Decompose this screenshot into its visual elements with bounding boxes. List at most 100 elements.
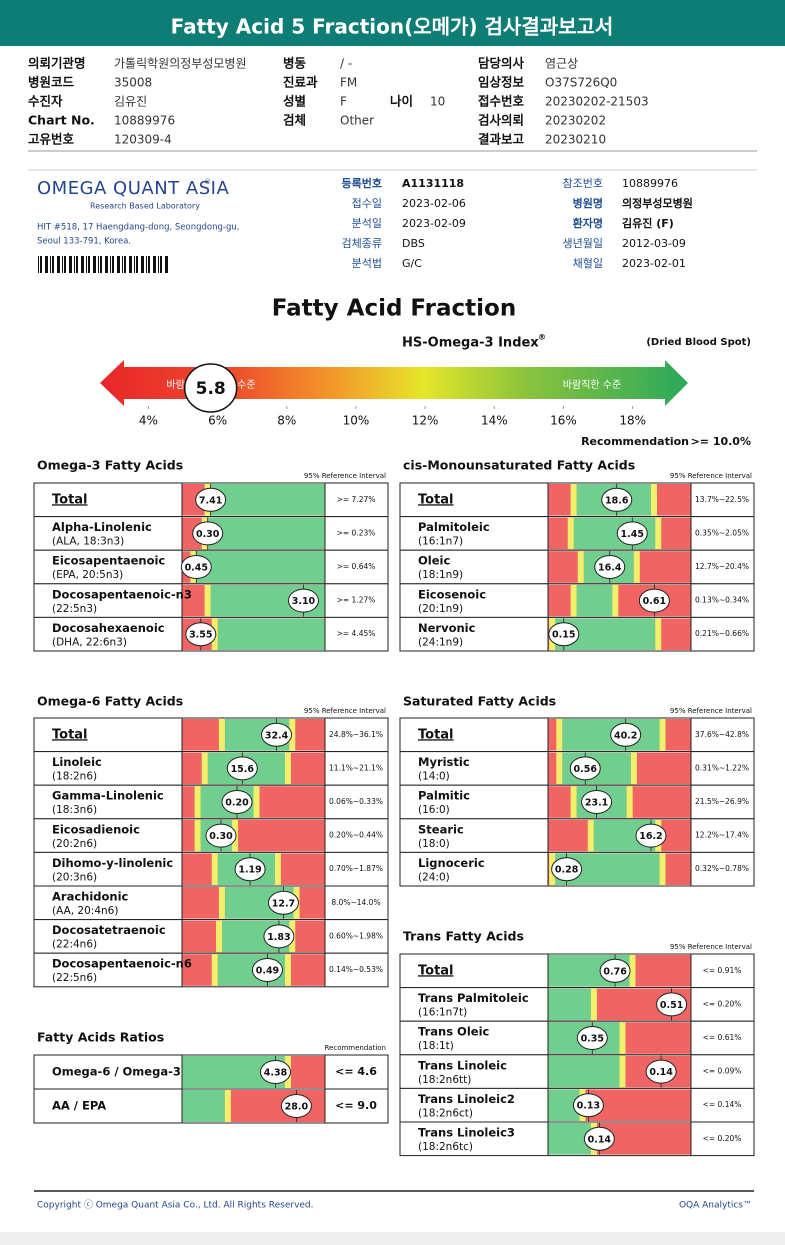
row-sub: (20:3n6) (52, 871, 97, 883)
lab-field-label: 검체종류 (342, 237, 382, 250)
row-name: Eicosenoic (418, 587, 486, 601)
lab-field-label: 생년월일 (563, 236, 603, 250)
row-name: Dihomo-y-linolenic (52, 856, 173, 870)
row-sub: (20:1n9) (418, 603, 463, 615)
row-name: Docosapentaenoic-n6 (52, 957, 192, 971)
barcode-bar (62, 256, 63, 273)
row-sub: (18:2n6ct) (418, 1107, 473, 1119)
row-ref: 24.8%~36.1% (329, 730, 383, 739)
info-label: 병동 (283, 56, 307, 71)
row-name: Total (52, 492, 88, 507)
info-value: FM (340, 76, 357, 90)
value-marker (195, 487, 227, 512)
barcode (38, 256, 168, 273)
value-marker (656, 992, 688, 1017)
row-name: Myristic (418, 755, 470, 769)
value-marker (583, 1126, 615, 1151)
row-ref: 0.60%~1.98% (329, 931, 383, 940)
bar-zone (289, 719, 296, 751)
info-value: / - (340, 57, 352, 71)
row-ref: <= 0.61% (703, 1033, 742, 1042)
barcode-bar (117, 256, 120, 273)
barcode-bar (112, 256, 114, 273)
row-sub: (24:0) (418, 871, 450, 883)
info-value: 염근상 (545, 57, 578, 71)
lab-address: HIT #518, 17 Haengdang-dong, Seongdong-g… (37, 223, 239, 233)
index-tick-label: 14% (481, 414, 508, 428)
row-name: Linoleic (52, 755, 102, 769)
value-label: 0.30 (196, 529, 220, 540)
row-name: Trans Linoleic2 (418, 1092, 515, 1106)
info-value: 20230202 (545, 114, 606, 128)
bar-zone (218, 719, 225, 751)
row-sub: (22:5n3) (52, 603, 97, 615)
value-label: 0.14 (588, 1134, 612, 1145)
row-name: Trans Oleic (418, 1025, 490, 1039)
value-label: 3.10 (292, 596, 316, 607)
barcode-bar (50, 256, 51, 273)
panel-title: Omega-6 Fatty Acids (37, 694, 183, 709)
bar-zone (207, 517, 325, 550)
value-marker (234, 857, 266, 882)
barcode-bar (165, 256, 168, 273)
row-ref: 0.31%~1.22% (695, 763, 749, 772)
bar-zone (284, 954, 291, 986)
row-ref: >= 0.64% (337, 562, 376, 571)
value-marker (610, 722, 642, 747)
bar-zone (570, 584, 577, 617)
row-name: Docosapentaenoic-n3 (52, 587, 192, 601)
row-sub: (16:1n7) (418, 536, 463, 548)
row-sub: (20:2n6) (52, 838, 97, 850)
value-label: 1.83 (267, 932, 290, 943)
barcode-bar (64, 256, 66, 273)
row-name: Total (418, 727, 454, 742)
row-name: Eicosadienoic (52, 822, 140, 836)
barcode-bar (74, 256, 75, 273)
info-label: 진료과 (283, 75, 318, 90)
value-label: 0.14 (649, 1067, 673, 1078)
bar-zone (619, 1055, 626, 1088)
panel-note: 95% Reference Interval (304, 472, 386, 480)
bottom-strip (0, 1232, 785, 1245)
row-sub: (18:2n6) (52, 771, 97, 783)
index-value: 5.8 (196, 379, 226, 399)
value-label: 4.38 (264, 1068, 288, 1079)
row-ref: >= 4.45% (337, 629, 376, 638)
bar-zone (211, 853, 218, 885)
info-value: 김유진 (114, 95, 147, 109)
bar-zone (629, 955, 636, 987)
row-name: Total (418, 492, 454, 507)
row-sub: (EPA, 20:5n3) (52, 569, 123, 581)
value-marker (645, 1059, 677, 1084)
index-tick-label: 12% (412, 414, 439, 428)
barcode-bar (52, 256, 54, 273)
value-label: 0.13 (577, 1101, 600, 1112)
value-marker (635, 823, 667, 848)
row-ref: <= 4.6 (335, 1065, 377, 1078)
panel-title: Saturated Fatty Acids (403, 694, 556, 709)
panel-note: 95% Reference Interval (304, 707, 386, 715)
row-name: Total (418, 963, 454, 978)
row-ref: 37.6%~42.8% (695, 730, 749, 739)
barcode-bar (124, 256, 126, 273)
recommendation-value: >= 10.0% (691, 435, 751, 448)
value-marker (601, 487, 633, 512)
row-sub: (DHA, 22:6n3) (52, 636, 127, 648)
row-ref: 0.06%~0.33% (329, 797, 383, 806)
value-label: 3.55 (189, 630, 212, 641)
bar-zone (570, 786, 577, 818)
info-label: 나이 (390, 94, 413, 109)
row-name: Alpha-Linolenic (52, 520, 152, 534)
row-ref: 21.5%~26.9% (695, 797, 749, 806)
row-sub: (18:2n6tc) (418, 1141, 473, 1153)
bar-zone (577, 551, 584, 583)
bar-zone (556, 719, 563, 751)
index-label: HS-Omega-3 Index (402, 336, 539, 351)
barcode-bar (38, 256, 39, 273)
lab-field-value: A1131118 (402, 177, 464, 190)
barcode-bar (40, 256, 42, 273)
panel-note: 95% Reference Interval (670, 472, 752, 480)
value-marker (221, 790, 253, 814)
bar-zone (612, 584, 619, 617)
